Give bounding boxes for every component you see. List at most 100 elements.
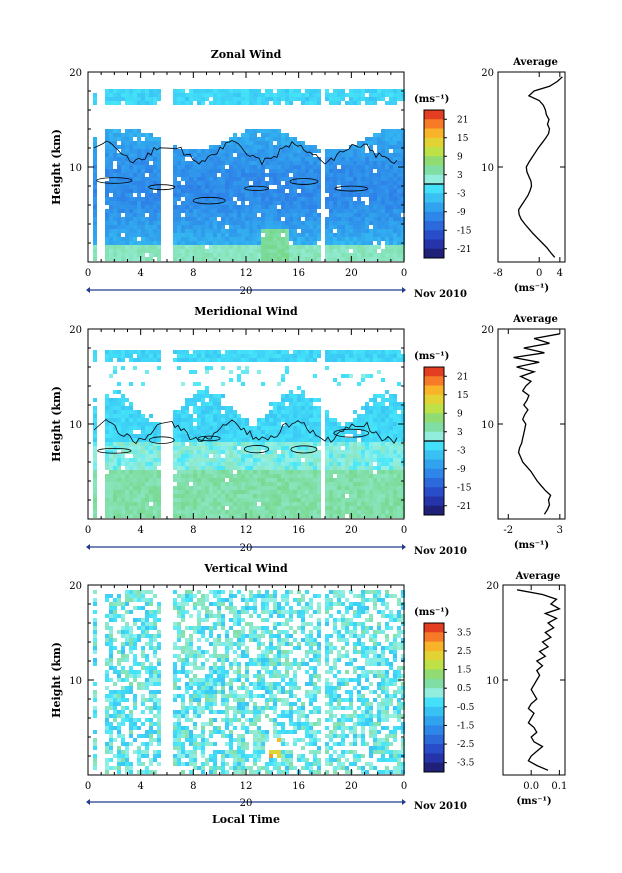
heatmap-cell	[349, 466, 353, 470]
heatmap-cell	[109, 502, 113, 506]
heatmap-cell	[109, 93, 113, 97]
heatmap-cell	[397, 169, 401, 173]
heatmap-cell	[201, 350, 205, 354]
heatmap-cell	[357, 169, 361, 173]
heatmap-cell	[329, 454, 333, 458]
heatmap-cell	[245, 430, 249, 434]
heatmap-cell	[373, 209, 377, 213]
heatmap-cell	[109, 482, 113, 486]
heatmap-cell	[253, 157, 257, 161]
heatmap-cell	[365, 486, 369, 490]
heatmap-cell	[141, 225, 145, 229]
heatmap-cell	[369, 197, 373, 201]
heatmap-cell	[361, 241, 365, 245]
heatmap-cell	[269, 418, 273, 422]
heatmap-cell	[365, 374, 369, 378]
heatmap-cell	[197, 221, 201, 225]
heatmap-cell	[117, 390, 121, 394]
heatmap-cell	[377, 474, 381, 478]
heatmap-cell	[313, 414, 317, 418]
heatmap-cell	[105, 502, 109, 506]
heatmap-cell	[241, 474, 245, 478]
heatmap-cell	[209, 249, 213, 253]
heatmap-cell	[157, 514, 161, 518]
heatmap-cell	[377, 197, 381, 201]
heatmap-cell	[357, 446, 361, 450]
heatmap-cell	[157, 257, 161, 261]
heatmap-cell	[317, 514, 321, 518]
heatmap-cell	[305, 249, 309, 253]
heatmap-cell	[341, 233, 345, 237]
heatmap-cell	[361, 374, 365, 378]
heatmap-cell	[217, 205, 221, 209]
heatmap-cell	[121, 229, 125, 233]
heatmap-cell	[393, 438, 397, 442]
heatmap-cell	[317, 490, 321, 494]
heatmap-cell	[365, 478, 369, 482]
heatmap-cell	[353, 466, 357, 470]
heatmap-cell	[241, 101, 245, 105]
heatmap-cell	[377, 490, 381, 494]
heatmap-cell	[369, 494, 373, 498]
heatmap-cell	[201, 510, 205, 514]
heatmap-cell	[201, 229, 205, 233]
heatmap-cell	[377, 193, 381, 197]
heatmap-cell	[137, 506, 141, 510]
heatmap-cell	[241, 426, 245, 430]
heatmap-cell	[193, 402, 197, 406]
heatmap-cell	[241, 169, 245, 173]
heatmap-cell	[289, 161, 293, 165]
heatmap-cell	[113, 241, 117, 245]
heatmap-cell	[177, 438, 181, 442]
heatmap-cell	[117, 237, 121, 241]
heatmap-cell	[325, 354, 329, 358]
heatmap-cell	[209, 482, 213, 486]
heatmap-cell	[93, 622, 97, 626]
heatmap-cell	[245, 233, 249, 237]
heatmap-cell	[181, 221, 185, 225]
heatmap-cell	[273, 478, 277, 482]
heatmap-cell	[157, 510, 161, 514]
heatmap-cell	[317, 434, 321, 438]
heatmap-cell	[289, 478, 293, 482]
heatmap-cell	[389, 225, 393, 229]
heatmap-cell	[285, 466, 289, 470]
heatmap-cell	[397, 382, 401, 386]
heatmap-cell	[193, 249, 197, 253]
heatmap-cell	[269, 153, 273, 157]
heatmap-cell	[401, 249, 405, 253]
heatmap-cell	[125, 249, 129, 253]
heatmap-cell	[109, 221, 113, 225]
heatmap-cell	[297, 237, 301, 241]
heatmap-cell	[361, 201, 365, 205]
heatmap-cell	[337, 229, 341, 233]
heatmap-cell	[349, 430, 353, 434]
heatmap-cell	[253, 145, 257, 149]
heatmap-cell	[197, 466, 201, 470]
heatmap-cell	[281, 482, 285, 486]
heatmap-cell	[245, 506, 249, 510]
heatmap-cell	[225, 169, 229, 173]
heatmap-cell	[297, 197, 301, 201]
x-tick-label: 8	[190, 525, 196, 536]
heatmap-cell	[285, 201, 289, 205]
heatmap-cell	[141, 474, 145, 478]
heatmap-cell	[273, 217, 277, 221]
heatmap-cell	[197, 149, 201, 153]
heatmap-cell	[241, 382, 245, 386]
heatmap-cell	[345, 177, 349, 181]
heatmap-cell	[353, 478, 357, 482]
heatmap-cell	[201, 93, 205, 97]
heatmap-cell	[253, 490, 257, 494]
heatmap-cell	[217, 470, 221, 474]
heatmap-cell	[121, 149, 125, 153]
heatmap-cell	[113, 213, 117, 217]
heatmap-cell	[361, 253, 365, 257]
heatmap-cell	[273, 97, 277, 101]
heatmap-cell	[205, 225, 209, 229]
heatmap-cell	[145, 217, 149, 221]
heatmap-cell	[377, 510, 381, 514]
heatmap-cell	[205, 213, 209, 217]
heatmap-cell	[337, 490, 341, 494]
heatmap-cell	[365, 89, 369, 93]
